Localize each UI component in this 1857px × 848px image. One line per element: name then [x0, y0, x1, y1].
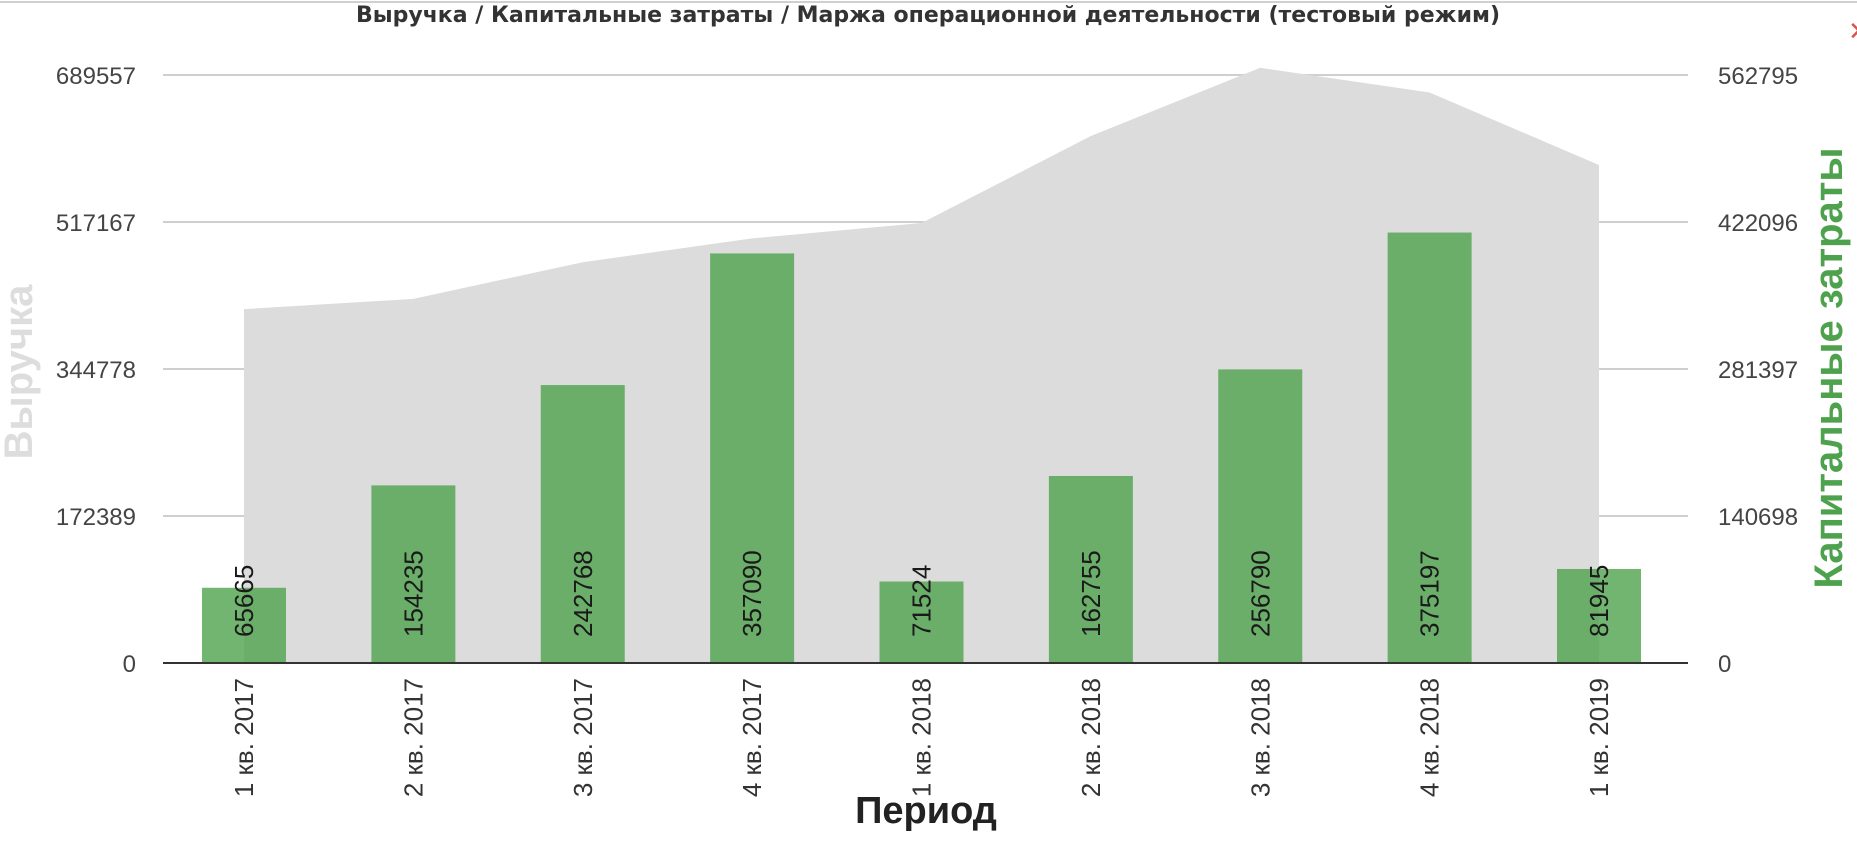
- bar-data-label: 71524: [907, 565, 937, 637]
- left-axis-ticks: 0 172389 344778 517167 689557: [56, 63, 136, 678]
- x-tick-label: 1 кв. 2017: [229, 678, 259, 797]
- right-tick-label: 0: [1718, 651, 1731, 678]
- x-tick-label: 1 кв. 2018: [907, 678, 937, 797]
- left-tick-label: 0: [123, 651, 136, 678]
- capex-bar[interactable]: [710, 253, 795, 663]
- capex-bar[interactable]: [1048, 475, 1133, 663]
- right-axis-label: Капитальные затраты: [1807, 147, 1851, 588]
- left-tick-label: 517167: [56, 210, 136, 237]
- bar-data-labels: 65665 154235 242768 357090 71524 162755 256790…: [229, 550, 1614, 637]
- bar-data-label: 242768: [568, 550, 598, 637]
- right-tick-label: 562795: [1718, 63, 1798, 90]
- chart-title: Выручка / Капитальные затраты / Маржа оп…: [356, 3, 1500, 28]
- bar-data-label: 154235: [398, 550, 428, 637]
- x-tick-label: 3 кв. 2018: [1245, 678, 1275, 797]
- left-tick-label: 689557: [56, 63, 136, 90]
- x-tick-label: 4 кв. 2017: [737, 678, 767, 797]
- capex-bar[interactable]: [1218, 369, 1303, 663]
- capex-bar[interactable]: [1387, 232, 1472, 664]
- bar-data-label: 65665: [229, 565, 259, 637]
- right-tick-label: 422096: [1718, 210, 1798, 237]
- bar-data-label: 375197: [1415, 550, 1445, 637]
- capex-bar[interactable]: [879, 581, 964, 663]
- capex-bar[interactable]: [371, 485, 456, 663]
- x-tick-label: 1 кв. 2019: [1584, 678, 1614, 797]
- capex-bar[interactable]: [202, 587, 286, 663]
- x-axis-ticks: 1 кв. 2017 2 кв. 2017 3 кв. 2017 4 кв. 2017…: [229, 678, 1614, 797]
- bar-data-label: 256790: [1245, 550, 1275, 637]
- right-axis-ticks: 0 140698 281397 422096 562795: [1718, 63, 1798, 678]
- capex-bar[interactable]: [540, 385, 625, 663]
- x-axis-label: Период: [855, 790, 997, 832]
- left-tick-label: 172389: [56, 504, 136, 531]
- x-tick-label: 2 кв. 2017: [398, 678, 428, 797]
- capex-bar-series: [202, 232, 1641, 664]
- left-axis-label: Выручка: [0, 284, 41, 459]
- bar-data-label: 162755: [1076, 550, 1106, 637]
- right-tick-label: 281397: [1718, 357, 1798, 384]
- close-icon[interactable]: ✕: [1848, 17, 1857, 47]
- x-tick-label: 2 кв. 2018: [1076, 678, 1106, 797]
- right-tick-label: 140698: [1718, 504, 1798, 531]
- bar-data-label: 357090: [737, 550, 767, 637]
- x-tick-label: 3 кв. 2017: [568, 678, 598, 797]
- x-tick-label: 4 кв. 2018: [1415, 678, 1445, 797]
- capex-bar[interactable]: [1557, 568, 1641, 663]
- left-tick-label: 344778: [56, 357, 136, 384]
- bar-data-label: 81945: [1584, 565, 1614, 637]
